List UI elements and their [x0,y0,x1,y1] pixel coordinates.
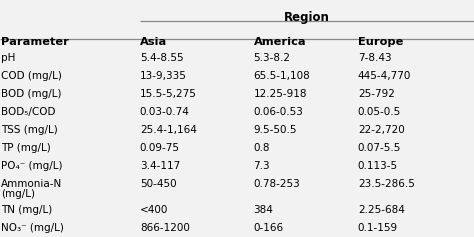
Text: 0.113-5: 0.113-5 [358,161,398,171]
Text: Parameter: Parameter [1,37,69,47]
Text: 12.25-918: 12.25-918 [254,89,307,99]
Text: 0.03-0.74: 0.03-0.74 [140,107,190,117]
Text: 23.5-286.5: 23.5-286.5 [358,179,415,189]
Text: TP (mg/L): TP (mg/L) [1,143,51,153]
Text: NO₃⁻ (mg/L): NO₃⁻ (mg/L) [1,223,64,233]
Text: 384: 384 [254,205,273,215]
Text: 0-166: 0-166 [254,223,284,233]
Text: BOD (mg/L): BOD (mg/L) [1,89,62,99]
Text: PO₄⁻ (mg/L): PO₄⁻ (mg/L) [1,161,63,171]
Text: 50-450: 50-450 [140,179,176,189]
Text: 7-8.43: 7-8.43 [358,53,392,63]
Text: Europe: Europe [358,37,403,47]
Text: Asia: Asia [140,37,167,47]
Text: 0.1-159: 0.1-159 [358,223,398,233]
Text: 0.05-0.5: 0.05-0.5 [358,107,401,117]
Text: 0.09-75: 0.09-75 [140,143,180,153]
Text: 25-792: 25-792 [358,89,395,99]
Text: 13-9,335: 13-9,335 [140,71,187,81]
Text: pH: pH [1,53,15,63]
Text: (mg/L): (mg/L) [1,189,35,199]
Text: 9.5-50.5: 9.5-50.5 [254,125,297,135]
Text: 15.5-5,275: 15.5-5,275 [140,89,197,99]
Text: 3.4-117: 3.4-117 [140,161,180,171]
Text: 7.3: 7.3 [254,161,270,171]
Text: TSS (mg/L): TSS (mg/L) [1,125,58,135]
Text: 866-1200: 866-1200 [140,223,190,233]
Text: Region: Region [284,11,330,24]
Text: 0.8: 0.8 [254,143,270,153]
Text: 0.07-5.5: 0.07-5.5 [358,143,401,153]
Text: COD (mg/L): COD (mg/L) [1,71,62,81]
Text: BOD₅/COD: BOD₅/COD [1,107,55,117]
Text: 5.3-8.2: 5.3-8.2 [254,53,291,63]
Text: <400: <400 [140,205,168,215]
Text: Ammonia-N: Ammonia-N [1,179,62,189]
Text: 25.4-1,164: 25.4-1,164 [140,125,197,135]
Text: TN (mg/L): TN (mg/L) [1,205,52,215]
Text: 65.5-1,108: 65.5-1,108 [254,71,310,81]
Text: 22-2,720: 22-2,720 [358,125,405,135]
Text: 445-4,770: 445-4,770 [358,71,411,81]
Text: 0.78-253: 0.78-253 [254,179,301,189]
Text: 2.25-684: 2.25-684 [358,205,405,215]
Text: 0.06-0.53: 0.06-0.53 [254,107,303,117]
Text: America: America [254,37,306,47]
Text: 5.4-8.55: 5.4-8.55 [140,53,183,63]
